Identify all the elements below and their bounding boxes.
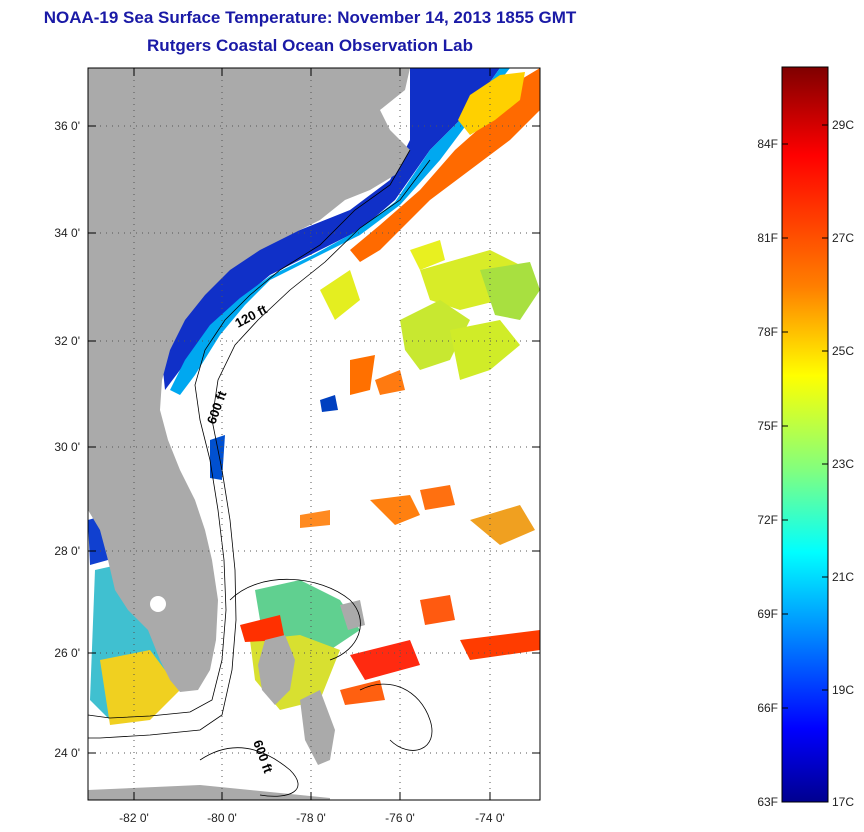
lat-label: 32 0' (54, 334, 80, 348)
lat-label: 34 0' (54, 226, 80, 240)
lon-label: -82 0' (119, 811, 149, 825)
map-title: NOAA-19 Sea Surface Temperature: Novembe… (43, 8, 577, 27)
lon-label: -78 0' (296, 811, 326, 825)
lon-label: -74 0' (475, 811, 505, 825)
cb-f-label: 72F (757, 513, 778, 527)
cb-f-label: 75F (757, 419, 778, 433)
cb-c-label: 29C (832, 118, 854, 132)
cb-c-label: 23C (832, 457, 854, 471)
plot-frame (87, 67, 541, 801)
lat-label: 24 0' (54, 746, 80, 760)
cb-c-label: 19C (832, 683, 854, 697)
cb-f-label: 84F (757, 137, 778, 151)
cb-f-label: 63F (757, 795, 778, 809)
map-subtitle: Rutgers Coastal Ocean Observation Lab (147, 36, 473, 55)
cb-f-label: 81F (757, 231, 778, 245)
cb-c-label: 17C (832, 795, 854, 809)
lat-label: 28 0' (54, 544, 80, 558)
colorbar (781, 66, 829, 803)
cb-c-label: 21C (832, 570, 854, 584)
lat-label: 36 0' (54, 119, 80, 133)
cb-c-label: 25C (832, 344, 854, 358)
longitude-labels: -82 0' -80 0' -78 0' -76 0' -74 0' (119, 811, 505, 825)
lat-label: 26 0' (54, 646, 80, 660)
land (88, 68, 410, 800)
lat-label: 30 0' (54, 440, 80, 454)
lake-okeechobee (150, 596, 166, 612)
axis-ticks (88, 68, 540, 800)
grid-lines (88, 68, 540, 800)
latitude-labels: 36 0' 34 0' 32 0' 30 0' 28 0' 26 0' 24 0… (54, 119, 80, 760)
lon-label: -76 0' (385, 811, 415, 825)
colorbar-ticks (782, 124, 828, 709)
colorbar-celsius-labels: 29C 27C 25C 23C 21C 19C 17C (832, 118, 854, 809)
cb-f-label: 69F (757, 607, 778, 621)
lon-label: -80 0' (207, 811, 237, 825)
cb-f-label: 78F (757, 325, 778, 339)
colorbar-fahrenheit-labels: 84F 81F 78F 75F 72F 69F 66F 63F (757, 137, 778, 809)
cb-f-label: 66F (757, 701, 778, 715)
cb-c-label: 27C (832, 231, 854, 245)
